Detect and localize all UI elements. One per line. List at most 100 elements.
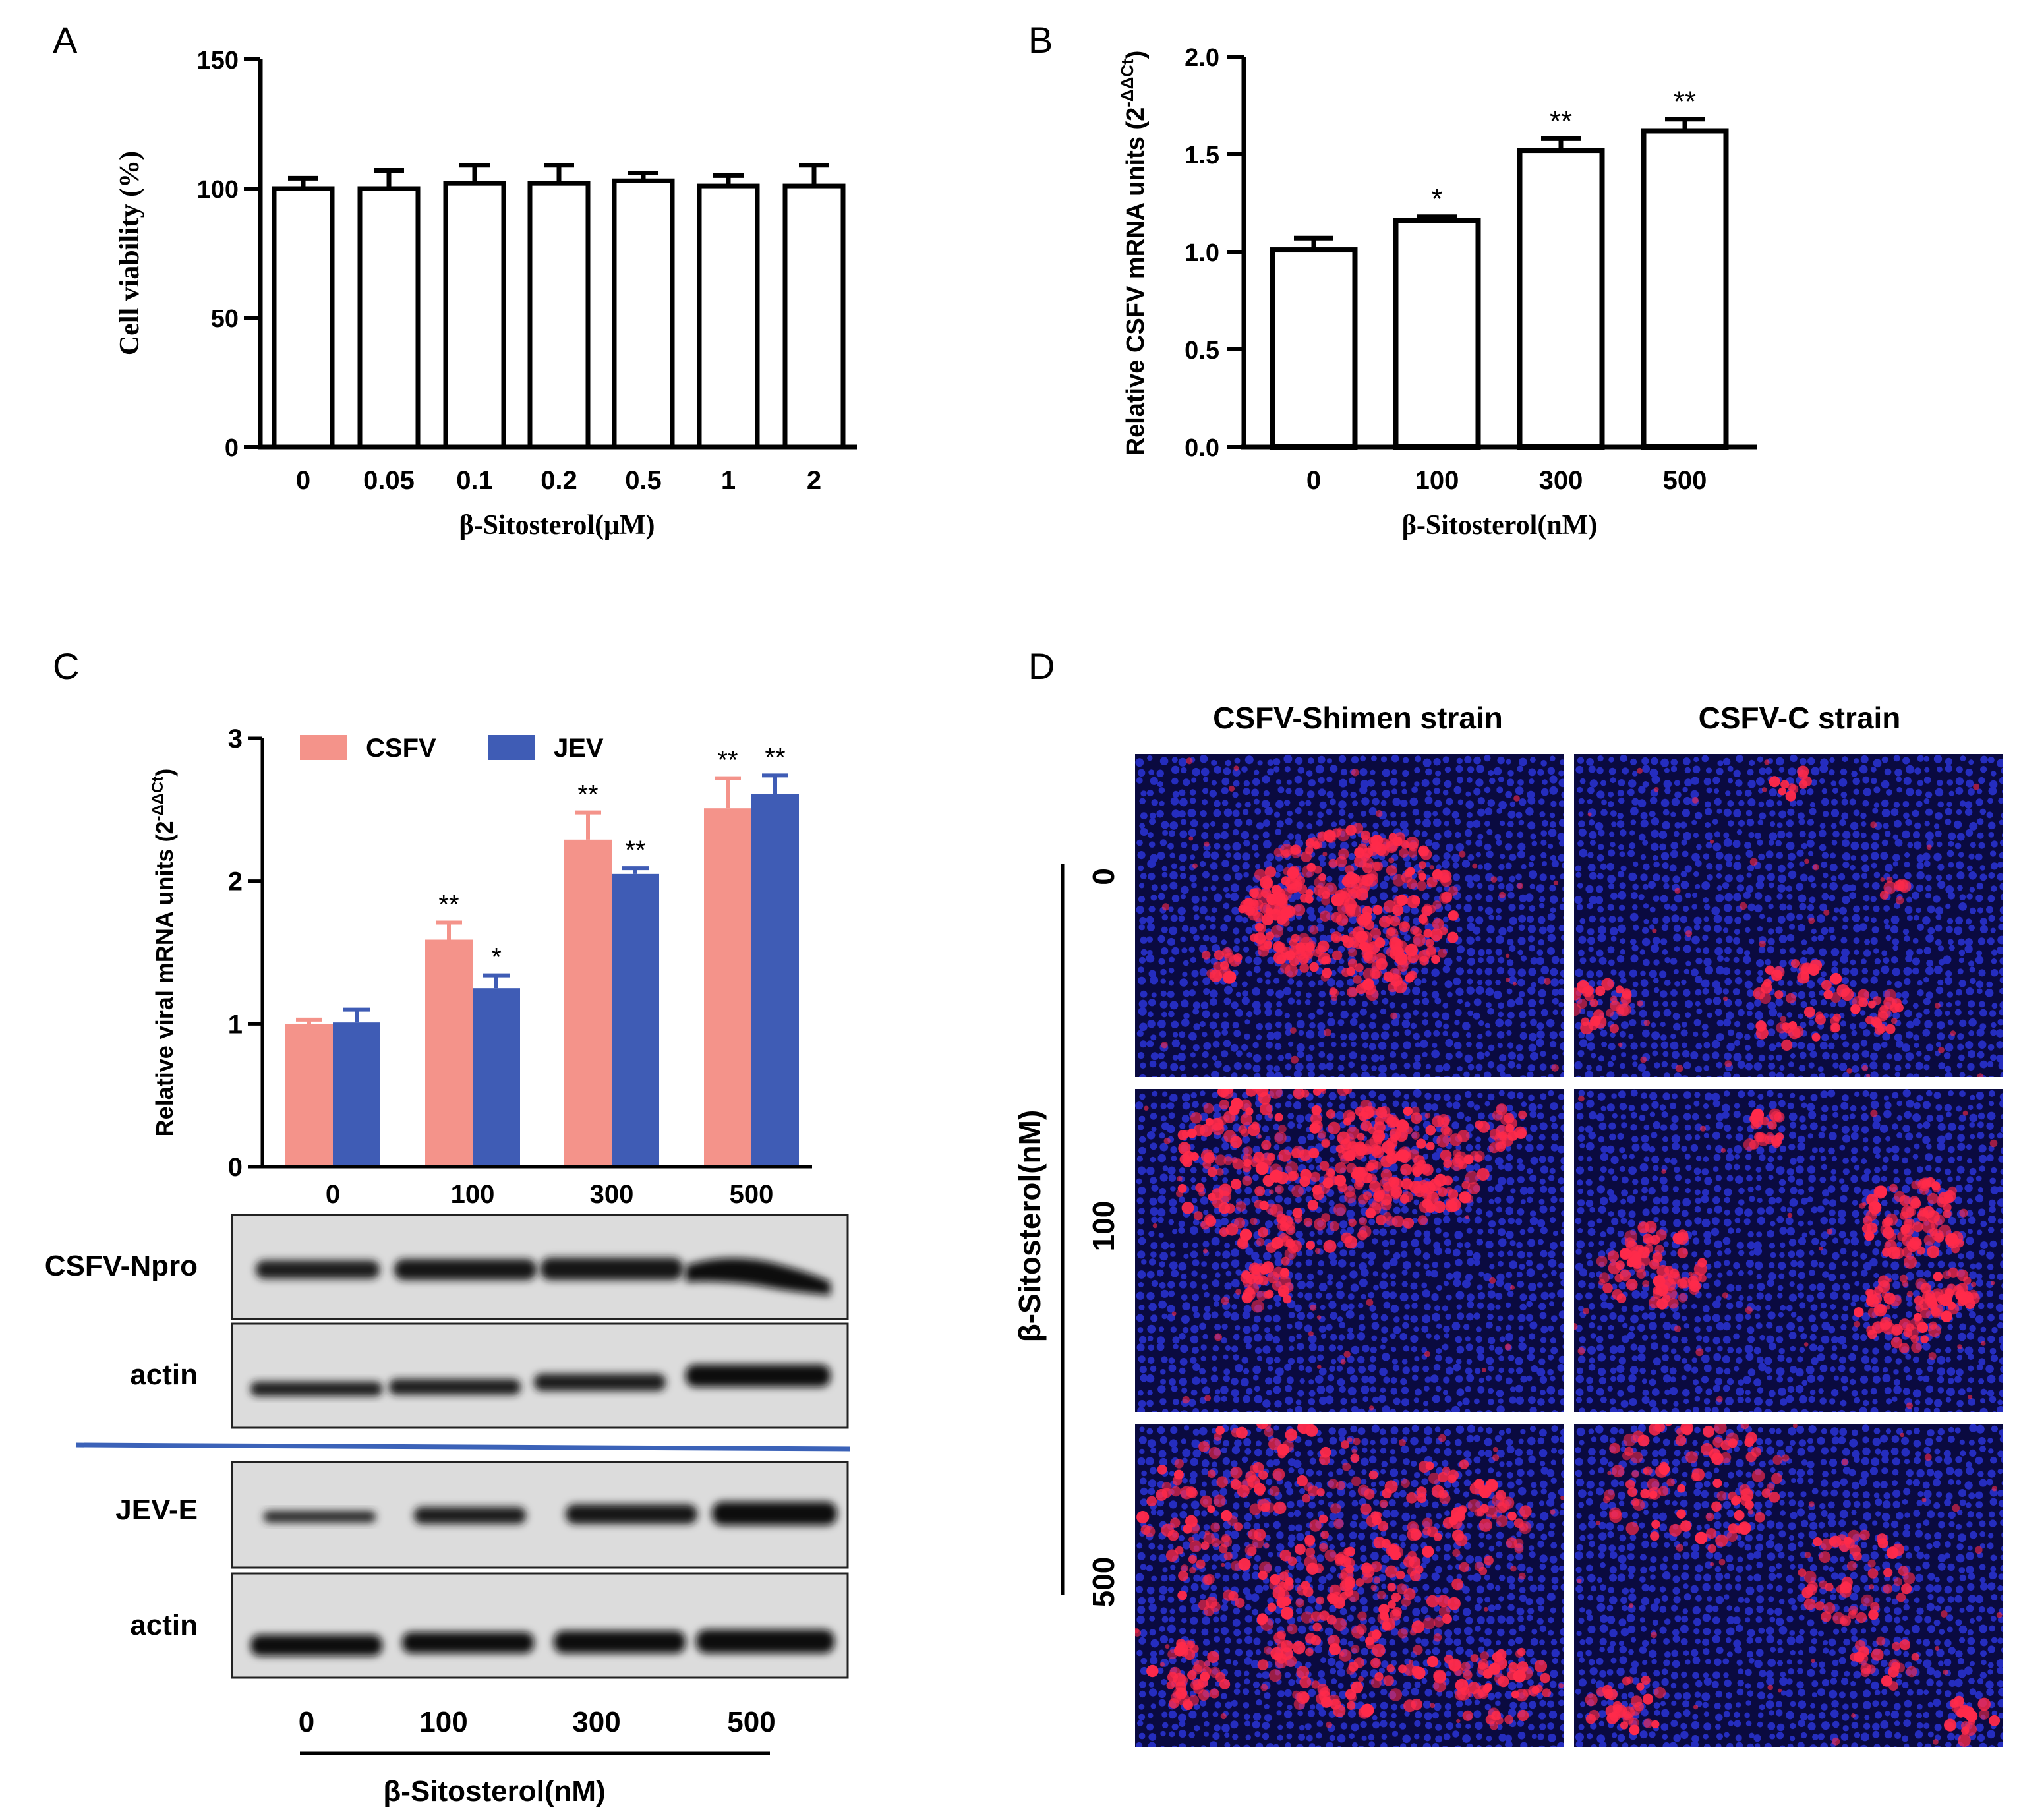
nucleus-dot — [1442, 965, 1451, 974]
nucleus-dot — [1736, 1032, 1743, 1040]
nucleus-dot — [1712, 997, 1722, 1005]
nucleus-dot — [1256, 822, 1264, 830]
nucleus-dot — [1558, 1113, 1564, 1120]
infected-cell — [1302, 865, 1315, 878]
nucleus-dot — [1268, 1366, 1273, 1372]
chart-b-x-tick-label: 0 — [1306, 466, 1321, 495]
nucleus-dot — [1442, 1063, 1451, 1071]
chart-c-bars: ********* ** — [285, 743, 799, 1167]
nucleus-dot — [1693, 833, 1699, 838]
nucleus-dot — [1188, 1399, 1196, 1407]
nucleus-dot — [1150, 1242, 1158, 1250]
nucleus-dot — [1159, 1398, 1167, 1405]
nucleus-dot — [1444, 1262, 1451, 1269]
nucleus-dot — [1549, 775, 1558, 784]
nucleus-dot — [1496, 966, 1505, 975]
nucleus-dot — [1362, 1042, 1368, 1049]
nucleus-dot — [1274, 1411, 1279, 1412]
infected-cell — [1248, 908, 1260, 921]
nucleus-dot — [1767, 937, 1775, 945]
nucleus-dot — [1808, 831, 1817, 839]
nucleus-dot — [1757, 756, 1763, 763]
nucleus-dot — [1475, 852, 1481, 858]
nucleus-dot — [1874, 958, 1881, 965]
nucleus-dot — [1851, 1065, 1859, 1073]
infected-cell — [1318, 1078, 1329, 1089]
nucleus-dot — [1138, 1186, 1146, 1195]
nucleus-dot — [1685, 893, 1691, 898]
nucleus-dot — [1328, 1092, 1337, 1100]
blot-lane-300: 300 — [572, 1706, 620, 1738]
infected-cell — [1362, 968, 1376, 980]
nucleus-dot — [1371, 755, 1377, 762]
nucleus-dot — [1150, 777, 1158, 785]
nucleus-dot — [1222, 1250, 1231, 1259]
infected-cell — [1271, 885, 1282, 896]
nucleus-dot — [1137, 1250, 1146, 1259]
infected-cell — [1437, 1114, 1450, 1127]
nucleus-dot — [1682, 1049, 1690, 1058]
nucleus-dot — [1518, 1342, 1527, 1351]
nucleus-dot — [1453, 1279, 1461, 1287]
infected-cell — [1610, 995, 1618, 1003]
nucleus-dot — [1517, 779, 1524, 786]
nucleus-dot — [1487, 1061, 1495, 1069]
nucleus-dot — [1540, 1075, 1546, 1077]
nucleus-dot — [1586, 1010, 1594, 1018]
nucleus-dot — [1527, 1353, 1535, 1361]
nucleus-dot — [1171, 1409, 1179, 1412]
chart-b-bar — [1393, 218, 1481, 450]
nucleus-dot — [1641, 1071, 1651, 1077]
infected-cell — [1506, 978, 1511, 982]
nucleus-dot — [1432, 777, 1441, 786]
nucleus-dot — [1159, 839, 1167, 846]
blot-box-actin-2 — [231, 1572, 849, 1679]
nucleus-dot — [1504, 1282, 1513, 1291]
chart-c-x-tick-label: 300 — [590, 1180, 634, 1209]
nucleus-dot — [1179, 1367, 1186, 1374]
nucleus-dot — [1819, 903, 1827, 912]
nucleus-dot — [1733, 1073, 1740, 1077]
nucleus-dot — [1498, 956, 1505, 964]
nucleus-dot — [1168, 1290, 1175, 1297]
nucleus-dot — [1558, 819, 1564, 827]
infected-cell — [1474, 1154, 1482, 1163]
nucleus-dot — [1349, 915, 1357, 924]
nucleus-dot — [1433, 758, 1441, 766]
nucleus-dot — [1550, 907, 1556, 913]
nucleus-dot — [1977, 988, 1983, 994]
infected-cell — [1272, 896, 1282, 906]
nucleus-dot — [1540, 1390, 1546, 1395]
infected-cell — [1577, 999, 1587, 1009]
nucleus-dot — [1148, 769, 1155, 775]
nucleus-dot — [1276, 820, 1284, 828]
nucleus-dot — [1347, 1355, 1355, 1363]
nucleus-dot — [1550, 1196, 1558, 1204]
nucleus-dot — [1968, 1050, 1975, 1058]
nucleus-dot — [1309, 1231, 1315, 1237]
nucleus-dot — [1170, 1326, 1177, 1333]
infected-cell — [1354, 1180, 1364, 1190]
nucleus-dot — [1964, 801, 1973, 809]
nucleus-dot — [1905, 954, 1913, 962]
nucleus-dot — [1886, 1053, 1892, 1060]
nucleus-dot — [1714, 1009, 1722, 1016]
nucleus-dot — [1681, 979, 1687, 985]
infected-cell — [1255, 1161, 1269, 1175]
nucleus-dot — [1933, 895, 1941, 903]
nucleus-dot — [1180, 894, 1186, 900]
chart-b-y-ticks: 0.00.51.01.52.0 — [1185, 44, 1244, 462]
nucleus-dot — [1496, 908, 1502, 914]
nucleus-dot — [1828, 927, 1835, 933]
nucleus-dot — [1707, 1012, 1712, 1018]
nucleus-dot — [1643, 958, 1650, 966]
nucleus-dot — [1673, 1022, 1681, 1031]
infected-cell — [1306, 1241, 1315, 1250]
nucleus-dot — [1158, 787, 1165, 794]
nucleus-dot — [1562, 1065, 1564, 1071]
nucleus-dot — [1201, 1283, 1208, 1291]
nucleus-dot — [1157, 935, 1165, 943]
nucleus-dot — [1966, 893, 1973, 900]
infected-cell — [1250, 1218, 1258, 1225]
nucleus-dot — [1305, 1366, 1312, 1373]
